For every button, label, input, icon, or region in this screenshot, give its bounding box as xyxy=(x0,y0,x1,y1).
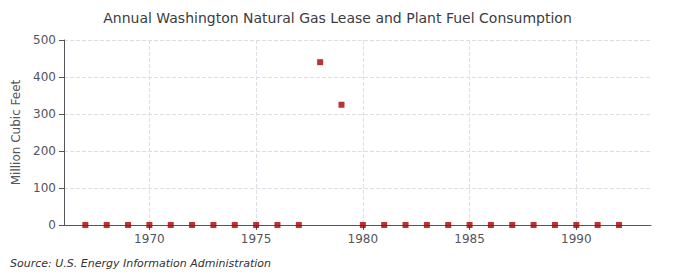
svg-text:1980: 1980 xyxy=(348,232,379,246)
svg-text:100: 100 xyxy=(33,181,56,195)
svg-text:0: 0 xyxy=(48,218,56,232)
svg-text:1970: 1970 xyxy=(134,232,165,246)
svg-text:500: 500 xyxy=(33,33,56,47)
svg-text:1985: 1985 xyxy=(454,232,485,246)
svg-text:200: 200 xyxy=(33,144,56,158)
svg-text:Annual Washington Natural Gas: Annual Washington Natural Gas Lease and … xyxy=(103,10,572,26)
svg-text:Source: U.S. Energy Informatio: Source: U.S. Energy Information Administ… xyxy=(10,257,271,270)
svg-text:300: 300 xyxy=(33,107,56,121)
svg-text:400: 400 xyxy=(33,70,56,84)
svg-text:1990: 1990 xyxy=(561,232,592,246)
svg-text:1975: 1975 xyxy=(241,232,272,246)
svg-text:Million Cubic Feet: Million Cubic Feet xyxy=(9,79,23,185)
